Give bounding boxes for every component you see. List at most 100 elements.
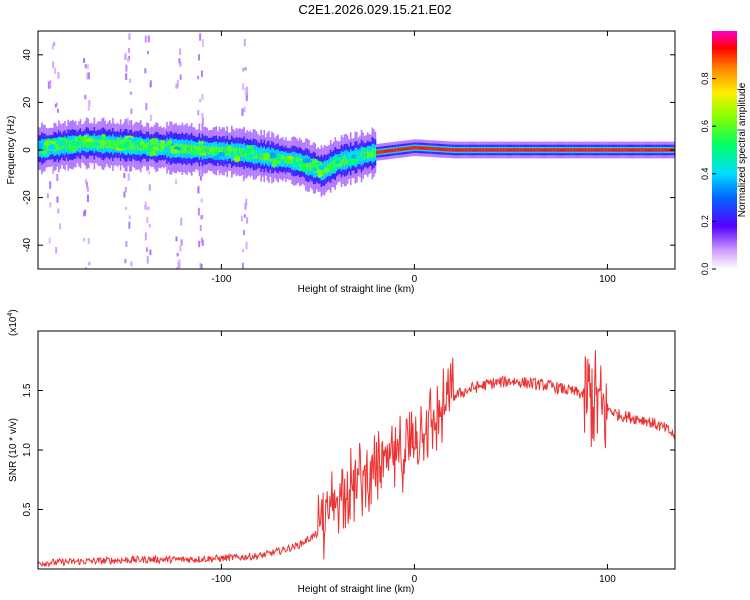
spectrogram-trace-core — [436, 147, 439, 151]
spectrogram-trace-core — [374, 150, 377, 155]
spectrogram-blob — [235, 150, 241, 157]
spectrogram-trace-core — [362, 154, 364, 158]
spectrogram-trace-core — [663, 148, 666, 152]
spectrogram-trace-core — [376, 150, 378, 154]
spectrogram-trace-core — [258, 153, 261, 158]
spectrogram-trace-core — [363, 153, 366, 157]
spectrogram-noise — [242, 230, 245, 236]
spectrogram-noise — [88, 99, 91, 107]
spectrogram-noise — [123, 191, 126, 198]
spectrogram-trace-core — [578, 148, 581, 152]
spectrogram-noise — [242, 176, 245, 182]
spectrogram-blob — [243, 148, 252, 154]
spectrogram-noise — [243, 214, 246, 218]
spectrogram-trace-core — [207, 148, 210, 153]
spectrogram-trace-core — [58, 144, 60, 149]
spectrogram-trace-core — [410, 146, 412, 150]
spectrogram-trace-core — [297, 160, 300, 164]
spectrogram-noise — [200, 215, 203, 220]
spectrogram-blob — [128, 150, 138, 154]
spectrogram-trace-core — [351, 156, 354, 161]
spectrogram-noise — [54, 104, 57, 108]
spectrogram-blob — [333, 156, 342, 162]
spectrogram-trace-core — [300, 161, 303, 165]
spectrogram-trace-core — [407, 146, 409, 151]
spectrogram-noise — [200, 264, 203, 269]
spectrogram-noise — [52, 61, 55, 69]
spectrogram-trace-core — [623, 148, 625, 152]
spectrogram-noise — [245, 241, 248, 250]
spectrogram-trace-core — [430, 146, 432, 151]
snr-panel: -100 0 100 0.5 1.0 1.5 Height of straight lin… — [7, 309, 676, 595]
spectrogram-noise — [128, 47, 131, 53]
spectrogram-noise — [144, 35, 147, 43]
spectrogram-trace-core — [481, 148, 483, 152]
spectrogram-noise — [199, 33, 202, 41]
spectrogram-trace-core — [464, 148, 466, 152]
spectrogram-noise — [125, 241, 128, 248]
spectrogram-trace-core — [561, 148, 564, 152]
spectrogram-trace-core — [181, 147, 184, 151]
spectrogram-trace-core — [632, 148, 635, 152]
spectrogram-noise — [130, 261, 133, 267]
spectrogram-trace-core — [212, 148, 215, 153]
spectrogram-trace-core — [147, 144, 150, 149]
spectrogram-noise — [51, 166, 54, 175]
spectrogram-blob — [151, 149, 156, 156]
spectrogram-blob — [40, 150, 47, 155]
spectrogram-trace-core — [240, 150, 242, 155]
spectrogram-trace-core — [644, 148, 647, 152]
spectrogram-xtick-label: 0 — [412, 274, 418, 285]
spectrogram-trace-core — [598, 148, 601, 152]
snr-line — [38, 350, 675, 568]
spectrogram-blob — [302, 167, 311, 173]
spectrogram-trace-core — [132, 144, 134, 148]
spectrogram-trace-core — [620, 148, 622, 152]
spectrogram-noise — [201, 113, 204, 118]
spectrogram-trace-core — [647, 148, 650, 152]
spectrogram-noise — [128, 221, 131, 229]
spectrogram-trace-core — [495, 148, 497, 152]
spectrogram-trace-core — [408, 146, 411, 150]
spectrogram-trace-core — [85, 141, 88, 145]
spectrogram-trace-core — [575, 148, 577, 152]
spectrogram-trace-core — [521, 148, 523, 152]
spectrogram-trace-core — [641, 148, 644, 152]
spectrogram-trace-core — [471, 148, 474, 152]
spectrogram-noise — [51, 44, 54, 50]
spectrogram-trace-core — [580, 148, 582, 152]
spectrogram-ytick-label: 40 — [22, 49, 33, 61]
spectrogram-trace-core — [184, 147, 187, 151]
spectrogram-trace-core — [527, 148, 530, 152]
spectrogram-trace-core — [586, 148, 588, 152]
spectrogram-trace-core — [433, 147, 435, 151]
spectrogram-blob — [230, 151, 235, 156]
spectrogram-trace-core — [478, 148, 480, 152]
spectrogram-trace-core — [221, 149, 224, 153]
spectrogram-noise — [86, 72, 89, 80]
spectrogram-trace-core — [386, 149, 389, 153]
spectrogram-noise — [199, 262, 202, 268]
spectrogram-trace-core — [592, 148, 594, 152]
spectrogram-panel: -100 0 100 -40 -20 0 20 40 Height of straight l… — [6, 30, 676, 295]
spectrogram-noise — [49, 181, 52, 189]
spectrogram-trace-core — [536, 148, 539, 152]
spectrogram-noise — [56, 108, 59, 113]
spectrogram-trace-core — [317, 168, 320, 172]
spectrogram-trace-core — [243, 151, 245, 155]
spectrogram-trace-core — [309, 164, 312, 169]
spectrogram-trace-core — [475, 148, 477, 152]
spectrogram-trace-core — [65, 143, 68, 148]
spectrogram-blob — [116, 137, 121, 144]
spectrogram-noise — [48, 237, 51, 244]
spectrogram-trace-core — [658, 148, 661, 152]
spectrogram-blob — [80, 147, 87, 151]
snr-xtick-label: 100 — [599, 574, 616, 585]
spectrogram-trace-core — [566, 148, 568, 152]
spectrogram-trace-core — [241, 150, 244, 155]
spectrogram-trace-core — [569, 148, 571, 152]
spectrogram-trace-core — [564, 148, 567, 152]
spectrogram-trace-core — [180, 146, 182, 151]
spectrogram-blob — [170, 149, 180, 154]
spectrogram-noise — [202, 39, 205, 47]
